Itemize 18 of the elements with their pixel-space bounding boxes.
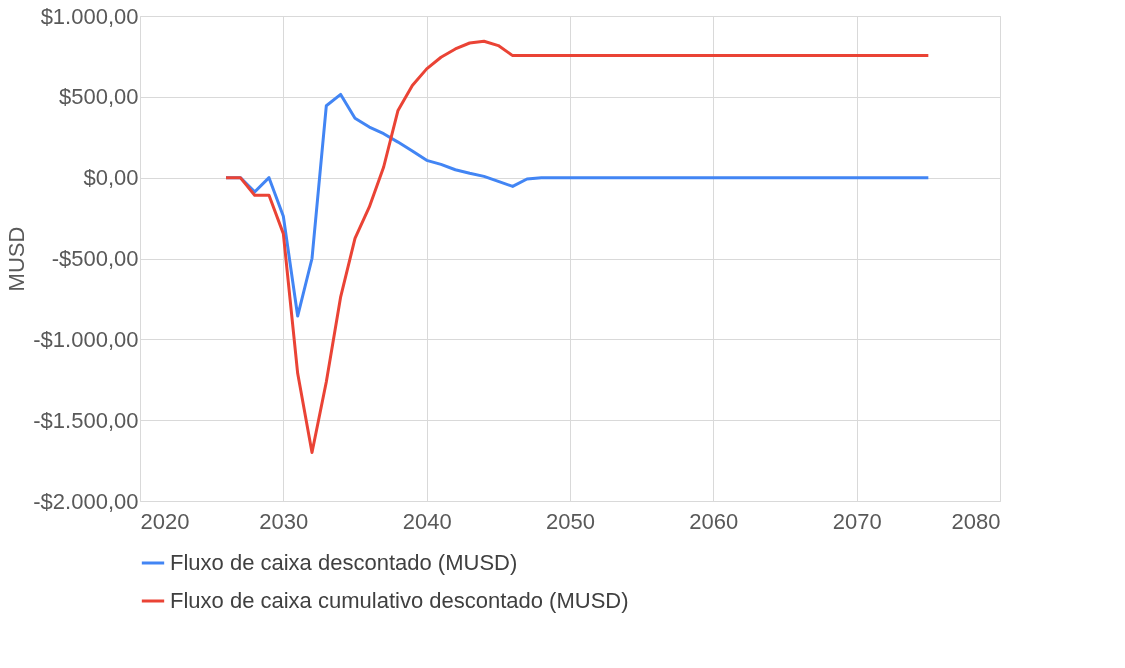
x-tick-label: 2040 xyxy=(402,508,452,534)
x-tick-label: 2070 xyxy=(832,508,882,534)
y-tick-label: $500,00 xyxy=(58,84,139,110)
x-tick-label: 2050 xyxy=(546,508,595,534)
y-axis-title: MUSD xyxy=(4,226,30,292)
y-tick-label: -$1.500,00 xyxy=(33,407,139,433)
x-tick-label: 2020 xyxy=(140,508,190,534)
y-tick-label: -$2.000,00 xyxy=(33,488,139,514)
x-tick-label: 2030 xyxy=(259,508,309,534)
y-tick-label: -$1.000,00 xyxy=(33,326,139,352)
legend-label: Fluxo de caixa descontado (MUSD) xyxy=(170,550,518,575)
y-tick-label: -$500,00 xyxy=(51,246,139,271)
y-tick-label: $0,00 xyxy=(83,165,139,191)
x-tick-label: 2080 xyxy=(951,508,1001,534)
x-tick-label: 2060 xyxy=(689,508,739,534)
legend-label: Fluxo de caixa cumulativo descontado (MUSD) xyxy=(170,588,629,613)
line-series xyxy=(224,39,930,454)
y-tick-label: $1.000,00 xyxy=(40,3,139,29)
